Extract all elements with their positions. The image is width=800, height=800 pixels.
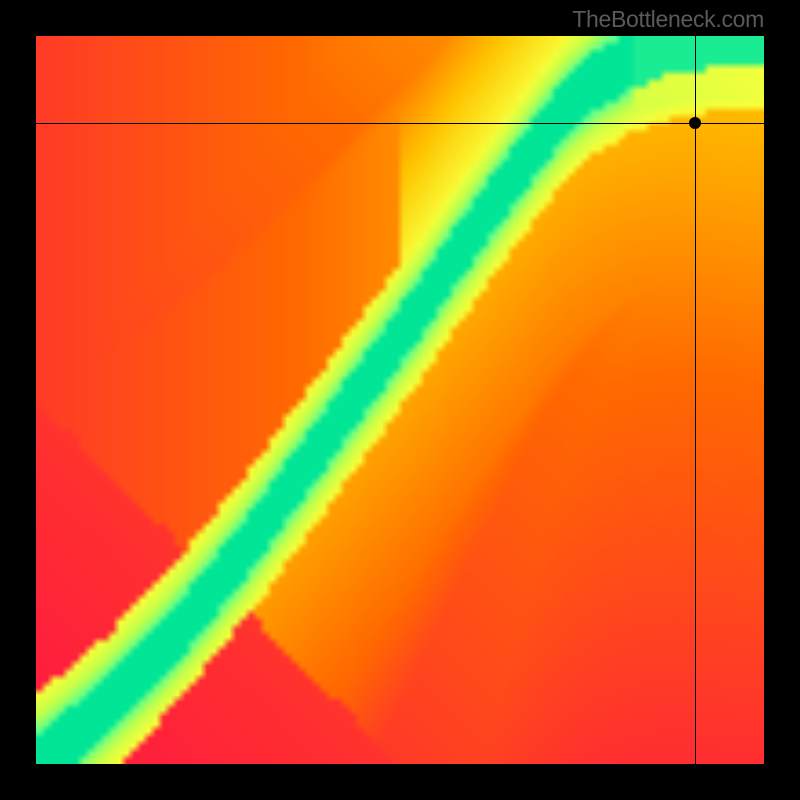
crosshair-horizontal [36, 123, 764, 124]
crosshair-vertical [695, 36, 696, 764]
crosshair-marker [689, 117, 701, 129]
heatmap-canvas [36, 36, 764, 764]
source-watermark: TheBottleneck.com [572, 6, 764, 33]
heatmap-plot [36, 36, 764, 764]
